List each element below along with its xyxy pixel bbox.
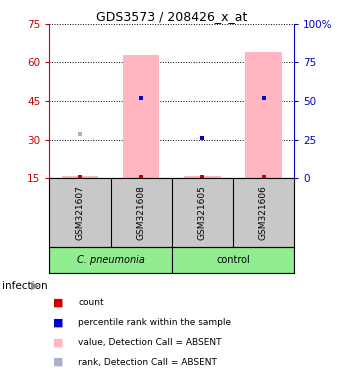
Text: control: control xyxy=(216,255,250,265)
Text: rank, Detection Call = ABSENT: rank, Detection Call = ABSENT xyxy=(78,358,217,367)
Text: count: count xyxy=(78,298,104,307)
Text: value, Detection Call = ABSENT: value, Detection Call = ABSENT xyxy=(78,338,222,347)
Text: ▶: ▶ xyxy=(31,281,40,291)
Text: GSM321605: GSM321605 xyxy=(198,185,207,240)
Bar xyxy=(62,176,98,178)
Text: ■: ■ xyxy=(53,337,63,347)
Text: ■: ■ xyxy=(53,297,63,307)
Bar xyxy=(49,247,172,273)
Text: GSM321606: GSM321606 xyxy=(259,185,268,240)
Bar xyxy=(184,176,221,178)
Text: C. pneumonia: C. pneumonia xyxy=(76,255,144,265)
Text: percentile rank within the sample: percentile rank within the sample xyxy=(78,318,231,327)
Text: ■: ■ xyxy=(53,357,63,367)
Bar xyxy=(245,52,282,178)
Title: GDS3573 / 208426_x_at: GDS3573 / 208426_x_at xyxy=(96,10,248,23)
Text: infection: infection xyxy=(2,281,47,291)
Bar xyxy=(123,55,159,178)
Bar xyxy=(172,247,294,273)
Text: GSM321607: GSM321607 xyxy=(75,185,84,240)
Text: ■: ■ xyxy=(53,317,63,327)
Text: GSM321608: GSM321608 xyxy=(137,185,146,240)
